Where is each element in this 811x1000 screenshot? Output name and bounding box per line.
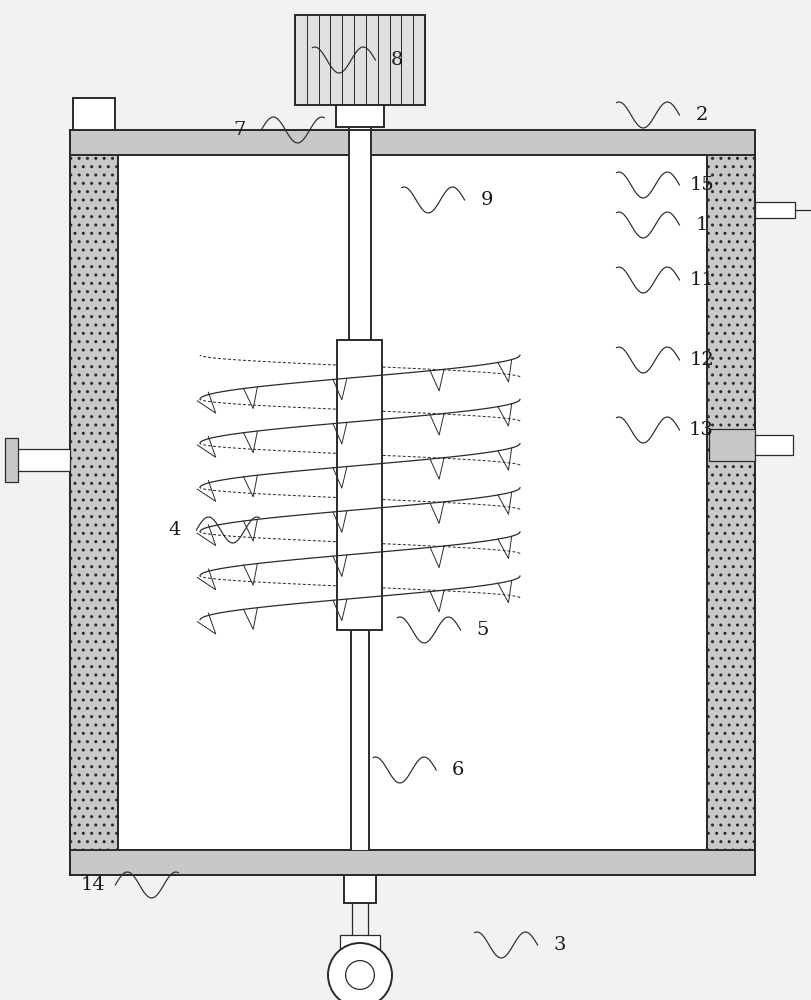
Bar bbox=[340, 935, 380, 960]
Bar bbox=[709, 429, 755, 461]
Bar bbox=[70, 850, 755, 875]
Bar bbox=[344, 875, 376, 903]
Text: 8: 8 bbox=[391, 51, 404, 69]
Text: 13: 13 bbox=[689, 421, 714, 439]
Text: 9: 9 bbox=[480, 191, 493, 209]
Bar bbox=[73, 98, 115, 130]
Circle shape bbox=[328, 943, 392, 1000]
Text: 6: 6 bbox=[452, 761, 465, 779]
Bar bbox=[337, 340, 383, 630]
Text: 7: 7 bbox=[233, 121, 246, 139]
Bar bbox=[755, 435, 793, 455]
Bar bbox=[5, 438, 18, 482]
Bar bbox=[351, 630, 369, 850]
Text: 3: 3 bbox=[553, 936, 566, 954]
Bar bbox=[295, 15, 425, 105]
Text: 5: 5 bbox=[476, 621, 489, 639]
Bar bbox=[755, 202, 795, 218]
Bar bbox=[707, 130, 755, 875]
Text: 1: 1 bbox=[695, 216, 708, 234]
Text: 4: 4 bbox=[168, 521, 181, 539]
Text: 12: 12 bbox=[689, 351, 714, 369]
Bar bbox=[118, 155, 707, 850]
Text: 14: 14 bbox=[81, 876, 105, 894]
Bar bbox=[70, 130, 755, 155]
Bar bbox=[15, 449, 70, 471]
Text: 11: 11 bbox=[689, 271, 714, 289]
Bar bbox=[336, 105, 384, 127]
Bar bbox=[70, 130, 118, 875]
Circle shape bbox=[345, 961, 375, 989]
Text: 2: 2 bbox=[695, 106, 708, 124]
Bar bbox=[349, 127, 371, 340]
Text: 15: 15 bbox=[689, 176, 714, 194]
